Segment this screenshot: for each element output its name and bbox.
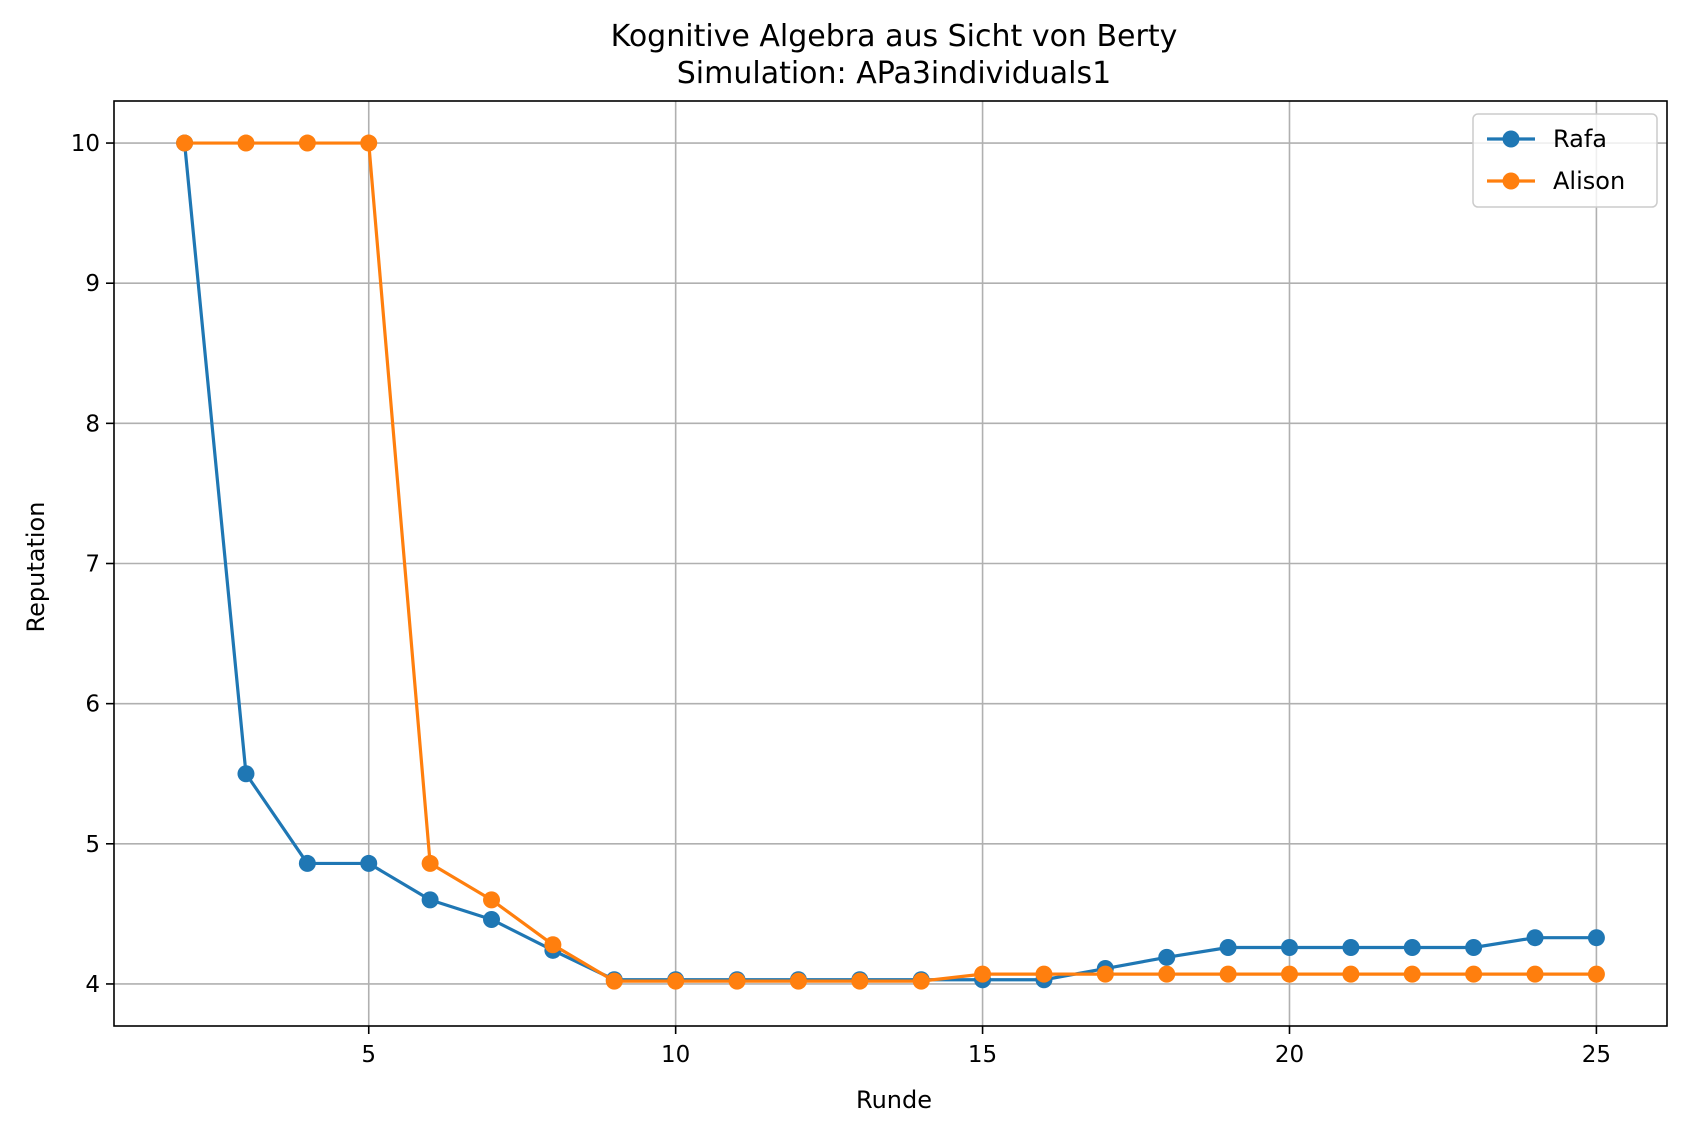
- data-point: [1403, 939, 1421, 957]
- y-tick-label: 5: [85, 832, 100, 858]
- data-point: [1587, 965, 1605, 983]
- x-tick-label: 15: [968, 1042, 997, 1068]
- data-point: [483, 910, 501, 928]
- chart-subtitle: Simulation: APa3individuals1: [677, 56, 1112, 91]
- legend-label: Rafa: [1553, 125, 1607, 153]
- x-tick-label: 10: [661, 1042, 690, 1068]
- grid-lines: [114, 101, 1667, 1026]
- data-point: [1158, 965, 1176, 983]
- data-point: [1096, 965, 1114, 983]
- y-tick-label: 6: [85, 692, 100, 718]
- x-axis-label: Runde: [856, 1086, 932, 1114]
- data-point: [421, 891, 439, 909]
- data-point: [851, 972, 869, 990]
- data-point: [298, 134, 316, 152]
- data-point: [1342, 939, 1360, 957]
- data-point: [421, 854, 439, 872]
- series-layer: [176, 134, 1605, 990]
- data-point: [483, 891, 501, 909]
- data-point: [1280, 939, 1298, 957]
- data-point: [1526, 965, 1544, 983]
- data-point: [605, 972, 623, 990]
- data-point: [1465, 965, 1483, 983]
- y-tick-label: 10: [71, 131, 100, 157]
- data-point: [728, 972, 746, 990]
- data-point: [1587, 929, 1605, 947]
- data-point: [360, 854, 378, 872]
- data-point: [237, 134, 255, 152]
- data-point: [1158, 948, 1176, 966]
- data-point: [1526, 929, 1544, 947]
- data-point: [789, 972, 807, 990]
- data-point: [360, 134, 378, 152]
- data-point: [1403, 965, 1421, 983]
- data-point: [237, 765, 255, 783]
- data-point: [1035, 965, 1053, 983]
- data-point: [1465, 939, 1483, 957]
- x-tick-label: 25: [1582, 1042, 1611, 1068]
- data-point: [1280, 965, 1298, 983]
- x-tick-label: 20: [1275, 1042, 1304, 1068]
- data-point: [1342, 965, 1360, 983]
- series-alison: [176, 134, 1605, 990]
- legend-item: Alison: [1487, 167, 1625, 195]
- axis-ticks: 5 10 15 20 25 4 5 6 7 8 9 10: [71, 131, 1611, 1068]
- data-point: [1219, 939, 1237, 957]
- legend-marker: [1502, 130, 1520, 148]
- data-point: [176, 134, 194, 152]
- series-line: [182, 142, 1597, 982]
- series-rafa: [176, 134, 1605, 989]
- x-tick-label: 5: [361, 1042, 376, 1068]
- data-point: [667, 972, 685, 990]
- legend-marker: [1502, 172, 1520, 190]
- legend: Rafa Alison: [1472, 113, 1658, 208]
- y-tick-label: 8: [85, 411, 100, 437]
- y-axis-label: Reputation: [22, 502, 50, 633]
- chart-title: Kognitive Algebra aus Sicht von Berty: [611, 19, 1178, 54]
- series-line: [184, 141, 1597, 983]
- data-point: [298, 854, 316, 872]
- y-tick-label: 4: [85, 972, 100, 998]
- data-point: [544, 936, 562, 954]
- y-tick-label: 9: [85, 271, 100, 297]
- legend-label: Alison: [1553, 167, 1625, 195]
- data-point: [912, 972, 930, 990]
- data-point: [1219, 965, 1237, 983]
- legend-item: Rafa: [1487, 125, 1607, 153]
- data-point: [974, 965, 992, 983]
- y-tick-label: 7: [85, 552, 100, 578]
